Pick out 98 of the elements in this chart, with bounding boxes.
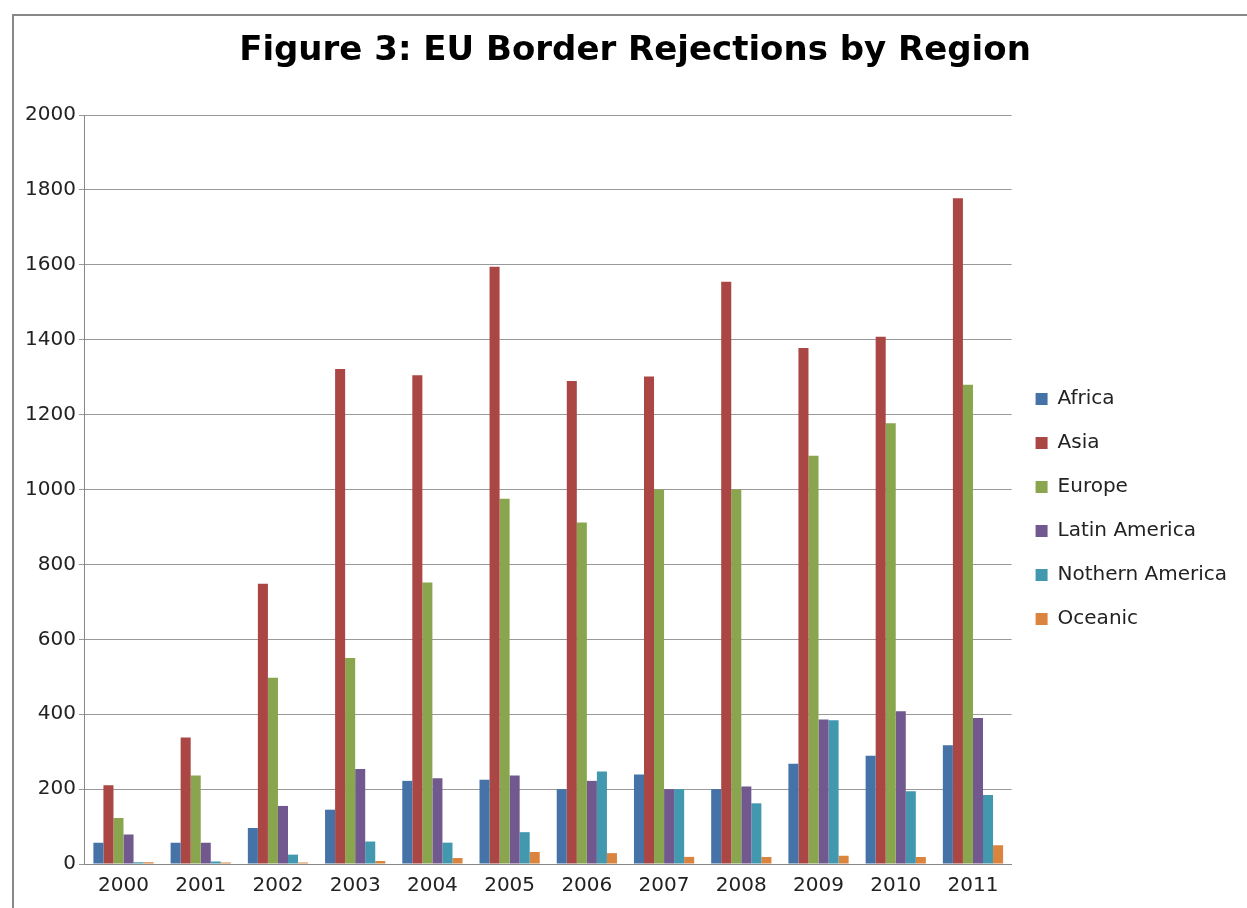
bar [335,368,346,864]
bar [442,842,453,864]
legend-label: Africa [1057,385,1115,410]
bar [103,785,114,864]
bar [731,489,742,864]
bar [962,384,973,864]
x-tick-label: 2001 [175,872,227,897]
legend-label: Asia [1057,429,1100,454]
bar [885,423,896,864]
bar [741,786,752,864]
y-tick-label: 1200 [24,400,76,425]
bar [509,775,520,864]
bar [798,347,809,864]
bar [566,380,577,864]
bar [375,861,386,864]
bar [654,489,665,864]
bar [556,789,567,864]
bar [123,834,134,864]
y-tick-label: 1800 [24,176,76,201]
legend-label: Nothern America [1057,561,1228,586]
bar [267,677,278,864]
bar [761,856,772,864]
bar [875,336,886,864]
bar [972,717,983,864]
bar [721,281,732,864]
bar [711,789,722,864]
y-tick-label: 600 [37,625,76,650]
bar [818,719,829,864]
x-tick-label: 2004 [406,872,458,897]
bar [288,854,299,864]
bar [412,375,423,864]
bar [664,789,675,864]
bar [865,755,876,864]
bar [432,778,443,864]
bar [751,803,762,864]
bar [633,774,644,864]
bar [788,763,799,864]
legend-label: Oceanic [1057,605,1139,630]
x-tick-label: 2006 [561,872,613,897]
bar [808,455,819,864]
bar [499,498,510,864]
x-tick-label: 2005 [484,872,536,897]
bar [596,771,607,864]
bar [277,805,288,864]
bar [915,856,926,864]
y-tick-label: 1400 [24,325,76,350]
bar [684,856,695,864]
bar [586,780,597,864]
bar [355,768,366,864]
y-tick-label: 2000 [24,101,76,126]
legend-label: Latin America [1057,517,1196,542]
bar [828,720,839,864]
chart-title: Figure 3: EU Border Rejections by Region [238,28,1032,68]
bar [113,817,124,864]
x-tick-label: 2002 [252,872,304,897]
bar [190,775,201,864]
bar [952,198,963,864]
bar [345,658,356,864]
bar [942,745,953,864]
bar [519,832,530,864]
bar [200,842,211,864]
bar [247,828,258,864]
y-tick-label: 1600 [24,251,76,275]
bar [529,852,540,864]
bar [643,376,655,864]
bar [489,266,500,864]
x-tick-label: 2008 [715,872,767,897]
bar [452,858,463,864]
y-tick-label: 1000 [24,475,76,500]
x-tick-label: 2003 [329,872,381,897]
x-tick-label: 2000 [98,872,149,897]
bar [905,791,916,864]
y-tick-label: 200 [37,775,76,800]
x-tick-label: 2007 [638,872,690,897]
bar [325,809,336,864]
bar [479,779,490,864]
bar [180,737,191,864]
y-tick-label: 400 [37,700,76,725]
bar [422,582,433,864]
bar [895,711,906,864]
bar [674,789,685,864]
bar [257,583,268,864]
bar [170,842,181,864]
x-tick-label: 2011 [947,872,999,897]
x-tick-label: 2010 [870,872,922,897]
bar [365,841,376,864]
bar [993,845,1004,864]
y-tick-label: 0 [63,850,76,875]
bar [210,861,221,864]
bar [576,522,587,864]
x-tick-label: 2009 [793,872,844,897]
bar [402,780,413,864]
bar [606,853,617,864]
bar [93,842,104,864]
bar [838,855,849,864]
y-tick-label: 800 [37,550,76,575]
bar [983,795,994,864]
legend-label: Europe [1057,473,1128,498]
